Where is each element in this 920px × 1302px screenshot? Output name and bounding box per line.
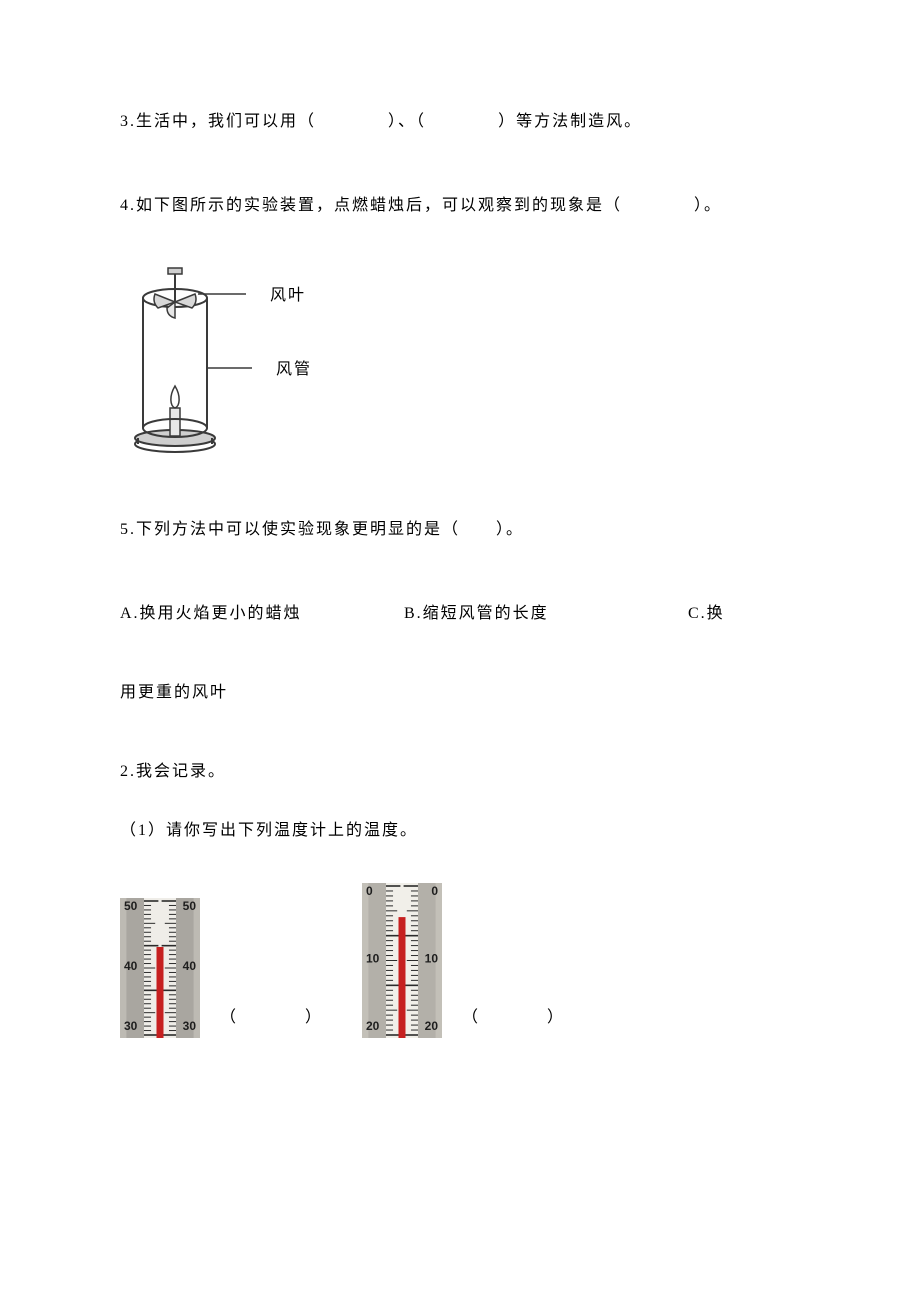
svg-text:40: 40 [183, 959, 197, 973]
svg-text:0: 0 [366, 884, 373, 898]
option-a[interactable]: A.换用火焰更小的蜡烛 [120, 602, 404, 626]
question-2-sub1: （1）请你写出下列温度计上的温度。 [120, 819, 800, 843]
question-3: 3.生活中，我们可以用（ ）、（ ）等方法制造风。 [120, 110, 800, 134]
apparatus-svg [120, 258, 260, 458]
q4-prefix: 4.如下图所示的实验装置，点燃蜡烛后，可以观察到的现象是（ [120, 197, 622, 214]
option-b[interactable]: B.缩短风管的长度 [404, 602, 688, 626]
svg-text:30: 30 [183, 1019, 197, 1033]
label-fan-blade: 风叶 [270, 284, 306, 308]
thermometer-1: 50 50 40 40 30 30 [120, 898, 200, 1038]
q4-diagram: 风叶 风管 [120, 258, 800, 458]
question-2: 2.我会记录。 [120, 760, 800, 784]
q5-blank[interactable] [460, 521, 496, 538]
svg-text:40: 40 [124, 959, 138, 973]
q5-suffix: ）。 [496, 521, 524, 538]
q3-prefix: 3.生活中，我们可以用（ [120, 113, 316, 130]
svg-text:50: 50 [124, 899, 138, 913]
q4-blank[interactable] [622, 197, 694, 214]
svg-text:20: 20 [366, 1019, 380, 1033]
thermo-1-blank[interactable]: （ ） [220, 1006, 322, 1038]
svg-text:50: 50 [183, 899, 197, 913]
thermometer-2: 0 0 10 10 20 20 [362, 883, 442, 1038]
label-wind-tube: 风管 [276, 358, 312, 382]
thermo-2-blank[interactable]: （ ） [462, 1006, 564, 1038]
option-c-head[interactable]: C.换 [688, 602, 800, 626]
q4-suffix: ）。 [694, 197, 722, 214]
svg-text:20: 20 [425, 1019, 439, 1033]
q3-suffix: ）等方法制造风。 [498, 113, 642, 130]
svg-text:30: 30 [124, 1019, 138, 1033]
q3-mid: ）、（ [388, 113, 426, 130]
q3-blank-2[interactable] [426, 113, 498, 130]
question-5: 5.下列方法中可以使实验现象更明显的是（ ）。 [120, 518, 800, 542]
thermometer-1-block: 50 50 40 40 30 30 （ ） [120, 898, 362, 1038]
thermometer-2-block: 0 0 10 10 20 20 （ ） [362, 883, 604, 1038]
question-4: 4.如下图所示的实验装置，点燃蜡烛后，可以观察到的现象是（ ）。 [120, 194, 800, 218]
option-c-tail[interactable]: 用更重的风叶 [120, 681, 800, 705]
thermometer-row: 50 50 40 40 30 30 （ ） 0 0 10 10 20 20 （ ） [120, 883, 800, 1038]
q5-prefix: 5.下列方法中可以使实验现象更明显的是（ [120, 521, 460, 538]
svg-text:10: 10 [425, 952, 439, 966]
svg-text:10: 10 [366, 952, 380, 966]
svg-text:0: 0 [431, 884, 438, 898]
q3-blank-1[interactable] [316, 113, 388, 130]
q5-options: A.换用火焰更小的蜡烛 B.缩短风管的长度 C.换 [120, 602, 800, 626]
